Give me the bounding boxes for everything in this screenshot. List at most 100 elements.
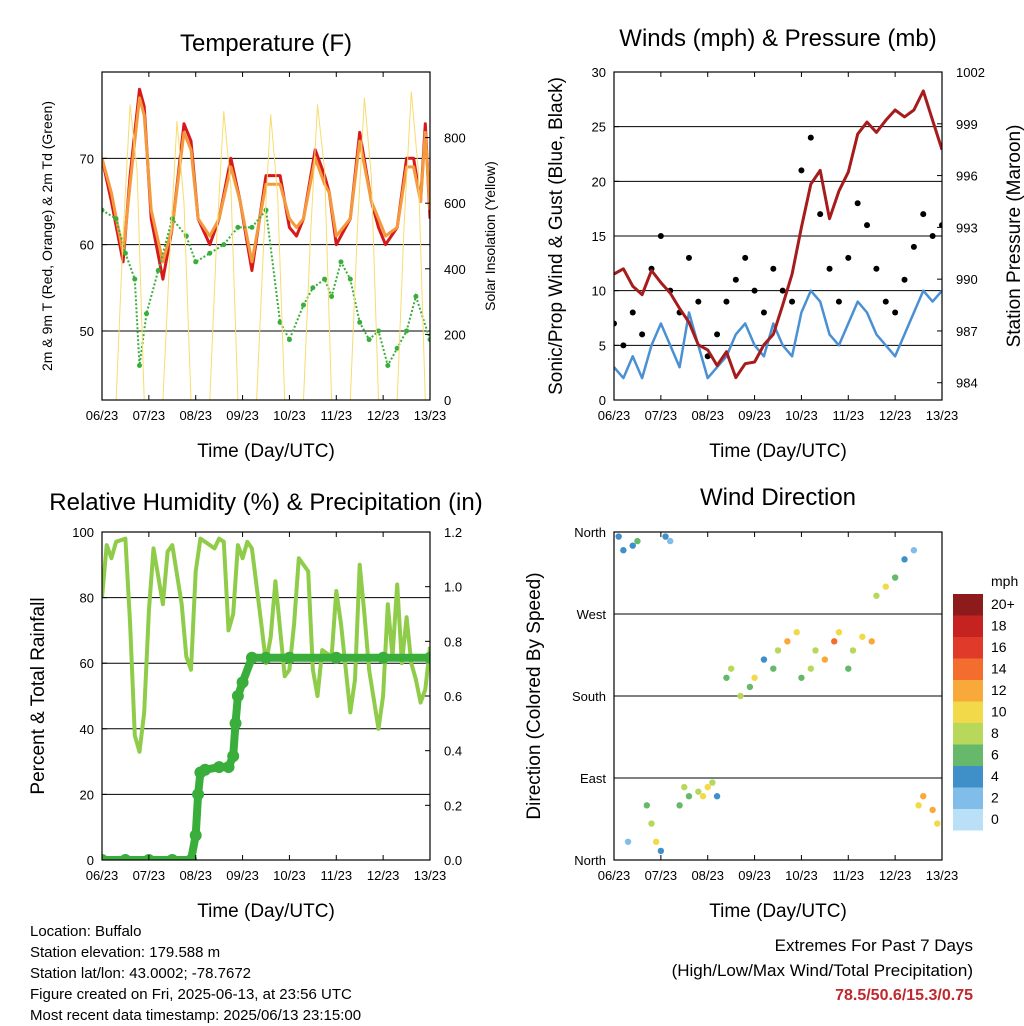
dewpoint-point xyxy=(183,233,189,239)
temperature-title: Temperature (F) xyxy=(180,30,352,57)
direction-point xyxy=(676,802,683,809)
gust-point xyxy=(723,298,730,305)
direction-point xyxy=(812,647,819,654)
gust-point xyxy=(845,254,852,261)
y-tick-label: 60 xyxy=(80,238,94,253)
dewpoint-point xyxy=(385,362,391,368)
direction-point xyxy=(699,793,707,800)
y-tick-label: 30 xyxy=(592,65,606,80)
colorbar-swatch xyxy=(953,701,983,723)
direction-point xyxy=(770,665,777,672)
gust-point xyxy=(873,265,880,272)
y2-tick-label: 1.0 xyxy=(444,580,462,595)
dewpoint-point xyxy=(155,268,161,274)
precip-point xyxy=(222,761,235,774)
colorbar-label: 14 xyxy=(991,661,1007,677)
y2-tick-label: 996 xyxy=(956,169,978,184)
precip-point xyxy=(229,717,242,730)
direction-point xyxy=(662,533,669,540)
gust-point xyxy=(826,265,833,272)
temperature-y2label: Solar Insolation (Yellow) xyxy=(482,161,498,311)
winds_pressure-panel: Winds (mph) & Pressure (mb) 06/23 07/23 08/… xyxy=(546,25,1024,462)
colorbar-title: mph xyxy=(991,573,1018,589)
colorbar-swatch xyxy=(953,594,983,616)
x-tick-label: 08/23 xyxy=(691,868,724,883)
winds_pressure-title: Winds (mph) & Pressure (mb) xyxy=(619,25,936,52)
dewpoint-point xyxy=(357,319,363,325)
y2-tick-label: 0.2 xyxy=(444,798,462,813)
y2-tick-label: 200 xyxy=(444,327,466,342)
x-tick-label: 06/23 xyxy=(598,408,631,423)
precip-point xyxy=(166,854,179,860)
dewpoint-point xyxy=(193,259,199,265)
colorbar-label: 6 xyxy=(991,747,999,763)
x-tick-label: 13/23 xyxy=(414,868,447,883)
direction-point xyxy=(634,537,641,545)
direction-point xyxy=(713,793,721,800)
precip-point xyxy=(236,676,249,689)
winds_pressure-plot-area xyxy=(614,89,942,380)
direction-point xyxy=(746,683,754,691)
x-tick-label: 09/23 xyxy=(226,868,259,883)
x-tick-label: 10/23 xyxy=(785,408,818,423)
direction-point xyxy=(629,542,636,549)
dewpoint-point xyxy=(375,328,381,334)
sonic_wind-line xyxy=(614,289,942,380)
gust-point xyxy=(817,211,824,218)
dewpoint-point xyxy=(404,328,410,334)
dewpoint-point xyxy=(427,337,430,343)
dewpoint-point xyxy=(263,207,269,213)
y2-tick-label: 993 xyxy=(956,220,978,235)
precip-point xyxy=(213,761,226,774)
y2-tick-label: 800 xyxy=(444,131,466,146)
dewpoint-point xyxy=(113,216,119,222)
colorbar-label: 2 xyxy=(991,790,999,806)
y-tick-label: 60 xyxy=(80,656,94,671)
direction-point xyxy=(784,638,791,645)
direction-point xyxy=(681,783,688,791)
precip-point xyxy=(377,651,390,664)
figure-created: Figure created on Fri, 2025-06-13, at 23… xyxy=(30,986,352,1003)
direction-point xyxy=(831,638,838,645)
direction-point xyxy=(774,647,782,654)
pressure-line xyxy=(614,89,942,380)
station-latlon: Station lat/lon: 43.0002; -78.7672 xyxy=(30,965,252,982)
y-tick-label: East xyxy=(580,771,606,786)
extremes-subtitle: (High/Low/Max Wind/Total Precipitation) xyxy=(671,961,973,980)
gust-point xyxy=(901,276,908,283)
gust-point xyxy=(657,233,664,239)
temp_2m-line xyxy=(102,87,430,281)
gust-point xyxy=(770,265,777,272)
direction-point xyxy=(652,838,660,845)
winds_pressure-y2label: Station Pressure (Maroon) xyxy=(1004,125,1024,348)
x-tick-label: 09/23 xyxy=(738,408,771,423)
gust-point xyxy=(629,309,636,316)
y-tick-label: 50 xyxy=(80,324,94,339)
y2-tick-label: 990 xyxy=(956,272,978,287)
gust-point xyxy=(620,342,627,349)
dewpoint-point xyxy=(366,337,372,343)
gust-point xyxy=(751,287,758,294)
direction-point xyxy=(615,533,622,540)
x-tick-label: 09/23 xyxy=(226,408,259,423)
direction-point xyxy=(709,779,716,786)
extremes-summary: Extremes For Past 7 Days (High/Low/Max W… xyxy=(672,933,973,1008)
dewpoint-point xyxy=(347,276,353,282)
direction-point xyxy=(845,665,852,672)
wind_direction-plot-area xyxy=(615,533,941,855)
y2-tick-label: 400 xyxy=(444,262,466,277)
gust-point xyxy=(892,309,899,316)
x-tick-label: 10/23 xyxy=(273,408,306,423)
y-tick-label: 20 xyxy=(592,174,606,189)
x-tick-label: 06/23 xyxy=(86,868,119,883)
colorbar-label: 12 xyxy=(991,682,1007,698)
colorbar-swatch xyxy=(953,723,983,745)
direction-point xyxy=(695,788,702,795)
direction-point xyxy=(835,629,843,636)
colorbar-swatch xyxy=(953,680,983,702)
gust-point xyxy=(939,222,942,229)
dewpoint-point xyxy=(394,345,400,351)
gust-point xyxy=(714,331,721,338)
colorbar-label: 10 xyxy=(991,704,1007,720)
